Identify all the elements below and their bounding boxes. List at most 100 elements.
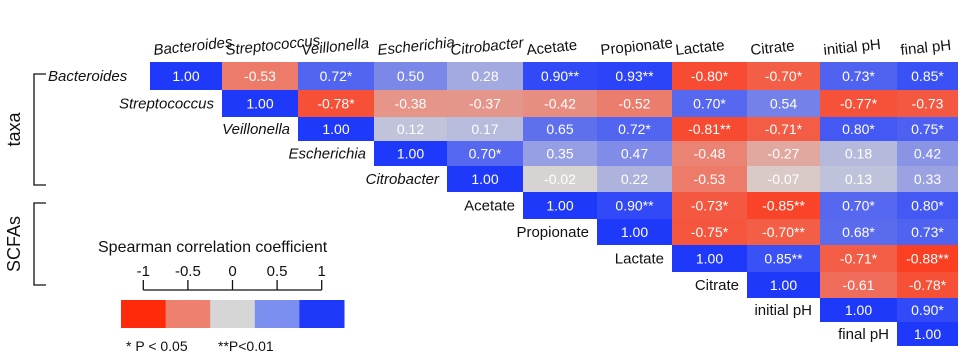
heatmap-cell-bacteroides-lactate xyxy=(672,62,747,90)
cell-value-bacteroides-citrate: -0.70* xyxy=(765,68,803,84)
heatmap-cell-bacteroides-escherichia xyxy=(374,62,447,90)
heatmap-cell-final-ph-final-ph xyxy=(897,322,958,346)
cell-value-acetate-acetate: 1.00 xyxy=(546,198,573,214)
heatmap-cell-citrobacter-propionate xyxy=(597,166,672,192)
legend-tick-label-1: 1 xyxy=(318,263,326,280)
cell-value-veillonella-initial-ph: 0.80* xyxy=(842,121,875,137)
column-header-citrate: Citrate xyxy=(750,37,796,59)
heatmap-cell-escherichia-initial-ph xyxy=(820,141,897,166)
legend-swatch-1 xyxy=(299,300,345,328)
heatmap-cell-escherichia-final-ph xyxy=(897,141,958,166)
cell-value-citrobacter-initial-ph: 0.13 xyxy=(845,171,872,187)
cell-value-citrobacter-citrate: -0.07 xyxy=(768,171,800,187)
group-label-scfas: SCFAs xyxy=(4,216,24,272)
heatmap-cell-lactate-final-ph xyxy=(897,245,958,272)
heatmap-cell-escherichia-citrobacter xyxy=(447,141,523,166)
cell-value-propionate-initial-ph: 0.68* xyxy=(842,224,875,240)
cell-value-bacteroides-final-ph: 0.85* xyxy=(911,68,944,84)
heatmap-cell-lactate-lactate xyxy=(672,245,747,272)
cell-value-acetate-propionate: 0.90** xyxy=(615,198,654,214)
heatmap-cell-veillonella-final-ph xyxy=(897,117,958,141)
heatmap-cell-acetate-propionate xyxy=(597,192,672,219)
cell-value-citrobacter-acetate: -0.02 xyxy=(544,171,576,187)
cell-value-veillonella-escherichia: 0.12 xyxy=(397,121,424,137)
cell-value-propionate-lactate: -0.75* xyxy=(691,224,729,240)
cell-value-bacteroides-acetate: 0.90** xyxy=(541,68,580,84)
cell-value-veillonella-citrate: -0.71* xyxy=(765,121,803,137)
heatmap-cell-veillonella-veillonella xyxy=(298,117,374,141)
cell-value-streptococcus-lactate: 0.70* xyxy=(693,96,726,112)
row-label-escherichia: Escherichia xyxy=(288,146,366,163)
row-label-propionate: Propionate xyxy=(516,224,589,241)
legend-tick-label-1: -1 xyxy=(137,263,150,280)
row-label-acetate: Acetate xyxy=(464,198,515,215)
row-label-citrate: Citrate xyxy=(695,277,739,294)
cell-value-streptococcus-initial-ph: -0.77* xyxy=(840,96,878,112)
heatmap-cell-acetate-acetate xyxy=(523,192,597,219)
column-header-lactate: Lactate xyxy=(675,37,726,59)
cell-value-citrate-initial-ph: -0.61 xyxy=(843,277,875,293)
column-header-acetate: Acetate xyxy=(526,37,578,59)
heatmap-cell-acetate-citrate xyxy=(747,192,820,219)
row-label-initial-ph: initial pH xyxy=(754,302,812,319)
cell-value-escherichia-lactate: -0.48 xyxy=(694,146,726,162)
heatmap-cell-bacteroides-propionate xyxy=(597,62,672,90)
cell-value-citrobacter-propionate: 0.22 xyxy=(621,171,648,187)
heatmap-cell-streptococcus-lactate xyxy=(672,90,747,117)
heatmap-cell-citrobacter-initial-ph xyxy=(820,166,897,192)
cell-value-propionate-final-ph: 0.73* xyxy=(911,224,944,240)
column-header-escherichia: Escherichia xyxy=(377,34,456,59)
legend-swatch-0-5 xyxy=(254,300,300,328)
color-legend: Spearman correlation coefficient -1 -0.5 0 0… xyxy=(98,239,345,354)
significance-note-p01: **P<0.01 xyxy=(218,338,274,354)
heatmap-cell-bacteroides-streptococcus xyxy=(222,62,298,90)
cell-value-escherichia-escherichia: 1.00 xyxy=(397,146,424,162)
heatmap-cell-citrobacter-lactate xyxy=(672,166,747,192)
cell-value-bacteroides-bacteroides: 1.00 xyxy=(172,68,199,84)
heatmap-cell-initial-ph-initial-ph xyxy=(820,298,897,322)
column-header-bacteroides: Bacteroides xyxy=(153,34,234,59)
heatmap-cell-acetate-initial-ph xyxy=(820,192,897,219)
group-bracket-scfas xyxy=(33,202,46,286)
heatmap-cell-veillonella-acetate xyxy=(523,117,597,141)
heatmap-cell-acetate-lactate xyxy=(672,192,747,219)
cell-value-escherichia-propionate: 0.47 xyxy=(621,146,648,162)
heatmap-cell-propionate-citrate xyxy=(747,219,820,245)
cell-value-lactate-lactate: 1.00 xyxy=(696,251,723,267)
cell-value-streptococcus-streptococcus: 1.00 xyxy=(246,96,273,112)
heatmap-cell-streptococcus-acetate xyxy=(523,90,597,117)
cell-value-streptococcus-final-ph: -0.73 xyxy=(912,96,944,112)
heatmap-cell-veillonella-citrobacter xyxy=(447,117,523,141)
heatmap-cell-initial-ph-final-ph xyxy=(897,298,958,322)
cell-value-citrobacter-final-ph: 0.33 xyxy=(914,171,941,187)
cell-value-citrobacter-citrobacter: 1.00 xyxy=(471,171,498,187)
row-label-bacteroides: Bacteroides xyxy=(48,68,128,85)
cell-value-citrate-citrate: 1.00 xyxy=(770,277,797,293)
heatmap-cell-citrate-final-ph xyxy=(897,272,958,298)
heatmap-cell-streptococcus-citrate xyxy=(747,90,820,117)
heatmap-cell-lactate-initial-ph xyxy=(820,245,897,272)
heatmap-cell-streptococcus-propionate xyxy=(597,90,672,117)
cell-value-final-ph-final-ph: 1.00 xyxy=(914,326,941,342)
heatmap-cell-citrate-initial-ph xyxy=(820,272,897,298)
cell-value-escherichia-final-ph: 0.42 xyxy=(914,146,941,162)
legend-tick-label-0-5: 0.5 xyxy=(267,263,288,280)
column-header-final-ph: final pH xyxy=(900,37,952,59)
cell-value-bacteroides-propionate: 0.93** xyxy=(615,68,654,84)
heatmap-cell-escherichia-acetate xyxy=(523,141,597,166)
heatmap-cell-citrobacter-final-ph xyxy=(897,166,958,192)
cell-value-citrobacter-lactate: -0.53 xyxy=(694,171,726,187)
cell-value-streptococcus-citrate: 0.54 xyxy=(770,96,797,112)
heatmap-cell-veillonella-citrate xyxy=(747,117,820,141)
column-header-veillonella: Veillonella xyxy=(301,35,370,59)
heatmap-cell-veillonella-propionate xyxy=(597,117,672,141)
heatmap-cell-citrate-citrate xyxy=(747,272,820,298)
cell-value-propionate-citrate: -0.70** xyxy=(762,224,805,240)
cell-value-veillonella-propionate: 0.72* xyxy=(618,121,651,137)
cell-value-veillonella-lactate: -0.81** xyxy=(688,121,731,137)
cell-value-escherichia-citrate: -0.27 xyxy=(768,146,800,162)
heatmap-cell-bacteroides-acetate xyxy=(523,62,597,90)
legend-swatch-0-5 xyxy=(165,300,211,328)
row-labels: Streptococcus Veillonella EscherichiaCitro… xyxy=(48,68,889,343)
